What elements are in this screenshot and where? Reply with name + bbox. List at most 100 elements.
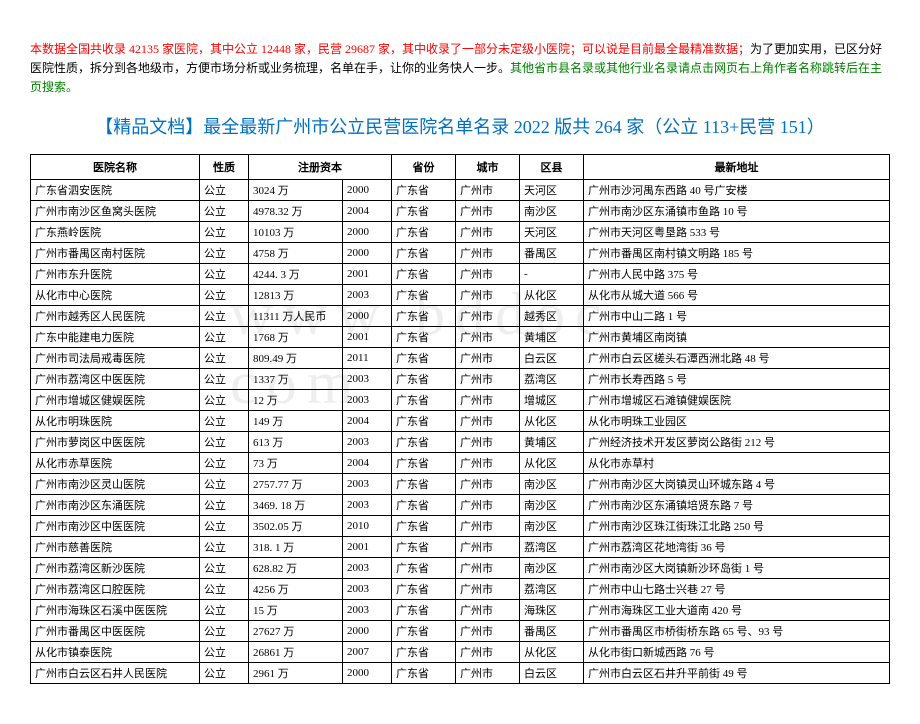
cell-type: 公立 <box>200 221 249 242</box>
table-row: 广州市番禺区南村医院公立4758 万2000广东省广州市番禺区广州市番禺区南村镇… <box>31 242 890 263</box>
cell-type: 公立 <box>200 578 249 599</box>
cell-district: 南沙区 <box>520 473 584 494</box>
cell-address: 广州市海珠区工业大道南 420 号 <box>584 599 890 620</box>
cell-address: 广州市人民中路 375 号 <box>584 263 890 284</box>
cell-capital: 613 万 <box>249 431 343 452</box>
cell-name: 广州市荔湾区口腔医院 <box>31 578 200 599</box>
cell-name: 广东燕岭医院 <box>31 221 200 242</box>
cell-capital: 4256 万 <box>249 578 343 599</box>
cell-name: 广州市南沙区中医医院 <box>31 515 200 536</box>
table-row: 广州市增城区健娱医院公立12 万2003广东省广州市增城区广州市增城区石滩镇健娱… <box>31 389 890 410</box>
header-name: 医院名称 <box>31 154 200 179</box>
cell-type: 公立 <box>200 200 249 221</box>
cell-name: 广州市番禺区南村医院 <box>31 242 200 263</box>
table-row: 广州市海珠区石溪中医医院公立15 万2003广东省广州市海珠区广州市海珠区工业大… <box>31 599 890 620</box>
cell-district: 天河区 <box>520 179 584 200</box>
cell-address: 广州市白云区石井升平前街 49 号 <box>584 662 890 683</box>
cell-address: 广州市南沙区东涌镇市鱼路 10 号 <box>584 200 890 221</box>
cell-type: 公立 <box>200 431 249 452</box>
cell-type: 公立 <box>200 536 249 557</box>
cell-city: 广州市 <box>456 410 520 431</box>
cell-district: 番禺区 <box>520 242 584 263</box>
cell-year: 2003 <box>343 557 392 578</box>
cell-year: 2000 <box>343 242 392 263</box>
cell-year: 2003 <box>343 473 392 494</box>
cell-district: 海珠区 <box>520 599 584 620</box>
cell-year: 2004 <box>343 200 392 221</box>
cell-province: 广东省 <box>392 347 456 368</box>
table-row: 从化市中心医院公立12813 万2003广东省广州市从化区从化市从城大道 566… <box>31 284 890 305</box>
cell-type: 公立 <box>200 410 249 431</box>
table-row: 广州市越秀区人民医院公立11311 万人民币2000广东省广州市越秀区广州市中山… <box>31 305 890 326</box>
cell-year: 2003 <box>343 599 392 620</box>
cell-district: 荔湾区 <box>520 368 584 389</box>
cell-type: 公立 <box>200 326 249 347</box>
cell-capital: 1337 万 <box>249 368 343 389</box>
cell-name: 广州市南沙区鱼窝头医院 <box>31 200 200 221</box>
cell-district: - <box>520 263 584 284</box>
cell-name: 广州市荔湾区新沙医院 <box>31 557 200 578</box>
cell-province: 广东省 <box>392 620 456 641</box>
table-row: 广州市司法局戒毒医院公立809.49 万2011广东省广州市白云区广州市白云区槎… <box>31 347 890 368</box>
intro-red-text: 本数据全国共收录 42135 家医院，其中公立 12448 家，民营 29687… <box>30 42 750 56</box>
cell-district: 从化区 <box>520 452 584 473</box>
cell-address: 广州市黄埔区南岗镇 <box>584 326 890 347</box>
cell-city: 广州市 <box>456 641 520 662</box>
cell-district: 荔湾区 <box>520 578 584 599</box>
cell-address: 从化市街口新城西路 76 号 <box>584 641 890 662</box>
intro-text: 本数据全国共收录 42135 家医院，其中公立 12448 家，民营 29687… <box>30 40 890 98</box>
table-row: 广州市番禺区中医医院公立27627 万2000广东省广州市番禺区广州市番禺区市桥… <box>31 620 890 641</box>
cell-name: 广州市荔湾区中医医院 <box>31 368 200 389</box>
cell-address: 广州市沙河禺东西路 40 号广安楼 <box>584 179 890 200</box>
cell-type: 公立 <box>200 473 249 494</box>
cell-year: 2001 <box>343 536 392 557</box>
cell-district: 黄埔区 <box>520 431 584 452</box>
cell-city: 广州市 <box>456 179 520 200</box>
cell-address: 广州市南沙区大岗镇灵山环城东路 4 号 <box>584 473 890 494</box>
table-row: 从化市镇泰医院公立26861 万2007广东省广州市从化区从化市街口新城西路 7… <box>31 641 890 662</box>
cell-name: 广州市番禺区中医医院 <box>31 620 200 641</box>
cell-capital: 27627 万 <box>249 620 343 641</box>
cell-province: 广东省 <box>392 263 456 284</box>
cell-city: 广州市 <box>456 557 520 578</box>
cell-name: 广州市越秀区人民医院 <box>31 305 200 326</box>
page-title: 【精品文档】最全最新广州市公立民营医院名单名录 2022 版共 264 家（公立… <box>30 113 890 139</box>
cell-province: 广东省 <box>392 557 456 578</box>
cell-name: 广州市萝岗区中医医院 <box>31 431 200 452</box>
cell-district: 黄埔区 <box>520 326 584 347</box>
cell-province: 广东省 <box>392 326 456 347</box>
cell-district: 南沙区 <box>520 494 584 515</box>
cell-type: 公立 <box>200 368 249 389</box>
cell-city: 广州市 <box>456 305 520 326</box>
table-row: 广州市荔湾区口腔医院公立4256 万2003广东省广州市荔湾区广州市中山七路士兴… <box>31 578 890 599</box>
cell-type: 公立 <box>200 620 249 641</box>
table-header-row: 医院名称 性质 注册资本 省份 城市 区县 最新地址 <box>31 154 890 179</box>
cell-type: 公立 <box>200 599 249 620</box>
cell-province: 广东省 <box>392 515 456 536</box>
cell-year: 2000 <box>343 620 392 641</box>
cell-name: 广州市海珠区石溪中医医院 <box>31 599 200 620</box>
table-row: 广州市慈善医院公立318. 1 万2001广东省广州市荔湾区广州市荔湾区花地湾街… <box>31 536 890 557</box>
cell-capital: 318. 1 万 <box>249 536 343 557</box>
hospital-table: 医院名称 性质 注册资本 省份 城市 区县 最新地址 广东省泗安医院公立3024… <box>30 154 890 684</box>
cell-province: 广东省 <box>392 410 456 431</box>
header-address: 最新地址 <box>584 154 890 179</box>
cell-city: 广州市 <box>456 263 520 284</box>
table-row: 广州市南沙区东涌医院公立3469. 18 万2003广东省广州市南沙区广州市南沙… <box>31 494 890 515</box>
cell-address: 广州市天河区粤垦路 533 号 <box>584 221 890 242</box>
cell-province: 广东省 <box>392 368 456 389</box>
cell-capital: 26861 万 <box>249 641 343 662</box>
cell-type: 公立 <box>200 494 249 515</box>
cell-district: 天河区 <box>520 221 584 242</box>
cell-capital: 12813 万 <box>249 284 343 305</box>
cell-year: 2011 <box>343 347 392 368</box>
cell-city: 广州市 <box>456 599 520 620</box>
cell-province: 广东省 <box>392 494 456 515</box>
cell-province: 广东省 <box>392 242 456 263</box>
cell-capital: 628.82 万 <box>249 557 343 578</box>
cell-name: 广州市东升医院 <box>31 263 200 284</box>
cell-year: 2004 <box>343 452 392 473</box>
cell-name: 广州市南沙区灵山医院 <box>31 473 200 494</box>
cell-district: 从化区 <box>520 284 584 305</box>
cell-city: 广州市 <box>456 242 520 263</box>
